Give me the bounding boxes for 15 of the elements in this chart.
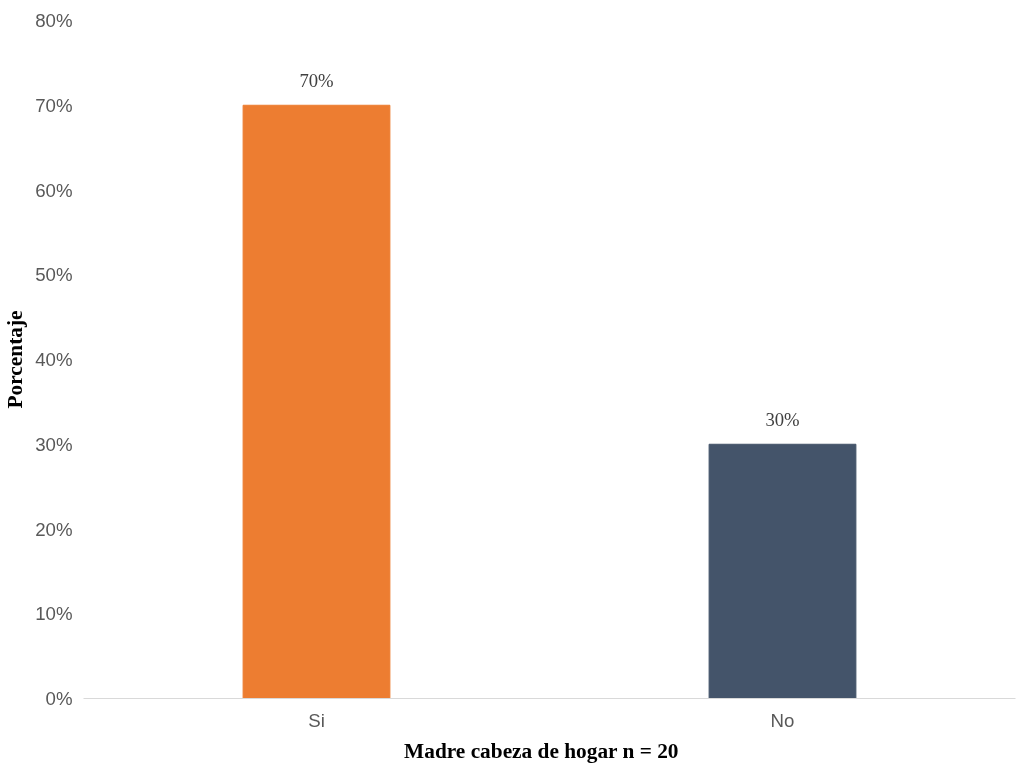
y-tick-label: 0% [45,688,73,709]
y-tick-label: 40% [35,349,73,370]
y-axis-title: Porcentaje [3,310,28,409]
data-label: 70% [299,70,334,92]
y-tick-label: 70% [35,94,73,116]
x-tick-label: Si [308,709,325,731]
y-tick-label: 20% [35,518,73,540]
x-axis-title: Madre cabeza de hogar n = 20 [404,738,679,763]
y-tick-label: 60% [35,179,73,201]
y-tick-label: 80% [35,10,73,31]
data-label: 30% [765,409,800,431]
y-tick-label: 30% [35,433,73,455]
y-tick-label: 10% [35,603,73,625]
x-tick-label: No [770,709,795,731]
y-tick-label: 50% [35,264,73,286]
